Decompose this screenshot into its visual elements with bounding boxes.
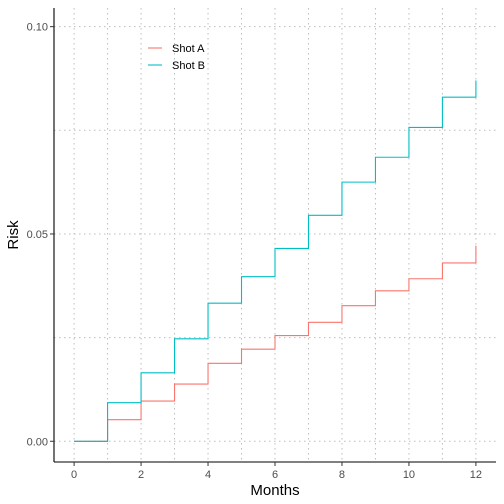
legend: Shot A Shot B (148, 43, 205, 72)
series-line-2 (74, 80, 477, 442)
x-axis-title: Months (250, 482, 299, 499)
x-tick-label: 12 (470, 469, 482, 481)
y-tick-label: 0.00 (27, 436, 48, 448)
axes: 0 2 4 6 8 10 12 0.00 0.05 0.10 (27, 8, 496, 481)
legend-label: Shot B (172, 60, 205, 72)
x-tick-label: 6 (272, 469, 278, 481)
x-tick-label: 10 (403, 469, 415, 481)
x-tick-label: 2 (138, 469, 144, 481)
x-tick-label: 4 (205, 469, 211, 481)
x-tick-label: 0 (71, 469, 77, 481)
x-tick-label: 8 (339, 469, 345, 481)
y-axis-title: Risk (5, 220, 22, 250)
legend-label: Shot A (172, 43, 205, 55)
grid (54, 8, 496, 462)
y-tick-label: 0.05 (27, 229, 48, 241)
y-tick-label: 0.10 (27, 22, 48, 34)
plot-series (74, 80, 477, 442)
